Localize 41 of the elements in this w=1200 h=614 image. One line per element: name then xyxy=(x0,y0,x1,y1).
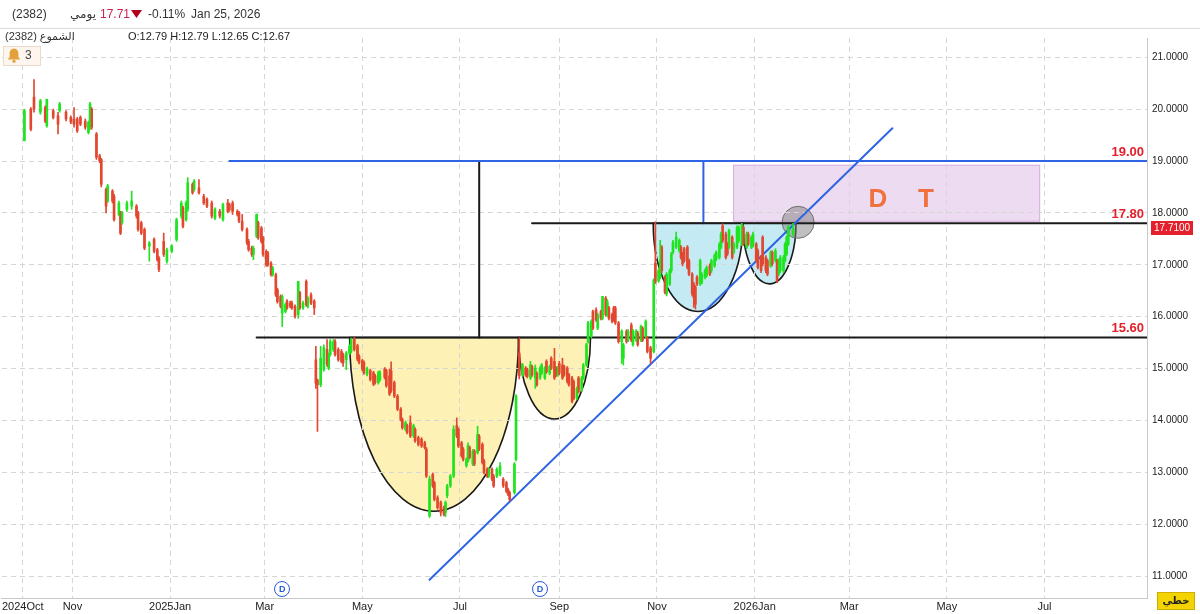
x-tick-label: Mar xyxy=(255,599,275,612)
x-tick-label: 2024Oct xyxy=(1,599,44,612)
chart-title: (2382) xyxy=(12,7,47,21)
y-tick-label: 16.0000 xyxy=(1152,310,1189,322)
y-tick-label: 21.0000 xyxy=(1152,50,1189,62)
chart-subtitle: يومي xyxy=(70,7,96,21)
annotation: D xyxy=(278,584,286,594)
annotation: (2382) الشموع xyxy=(5,30,75,43)
x-tick-label: Nov xyxy=(647,599,668,612)
text: -0.11% xyxy=(148,7,186,21)
x-tick-label: May xyxy=(936,599,958,612)
annotation: O:12.79 H:12.79 L:12.65 C:12.67 xyxy=(128,30,291,42)
x-tick-label: Jul xyxy=(452,599,468,612)
text: 17.71 xyxy=(100,7,131,21)
x-tick-label: Mar xyxy=(839,599,859,612)
x-tick-label: Nov xyxy=(62,599,83,612)
y-tick-label: 20.0000 xyxy=(1152,102,1189,114)
y-tick-label: 12.0000 xyxy=(1152,518,1189,530)
y-tick-label: 18.0000 xyxy=(1152,206,1189,218)
annotation: D xyxy=(536,584,544,594)
y-tick-label: 17.0000 xyxy=(1152,258,1189,270)
series-label: 19.00 xyxy=(1111,144,1144,159)
scale-button: خطي xyxy=(1157,592,1195,610)
x-tick-label: Sep xyxy=(549,599,570,612)
y-tick-label: 19.0000 xyxy=(1152,154,1189,166)
x-tick-label: May xyxy=(351,599,374,612)
annotation: D xyxy=(868,182,888,214)
annotation: T xyxy=(918,182,934,214)
x-tick-label: 2025Jan xyxy=(149,599,192,612)
y-tick-label: 14.0000 xyxy=(1152,414,1189,426)
y-tick-label: 11.0000 xyxy=(1152,569,1188,581)
x-tick-label: Jul xyxy=(1037,599,1052,612)
y-tick-label: 13.0000 xyxy=(1152,466,1189,478)
series-label: 17.80 xyxy=(1111,206,1144,222)
series-label: 15.60 xyxy=(1111,320,1144,336)
x-tick-label: 2026Jan xyxy=(733,599,776,612)
text: 17.7100 xyxy=(1151,221,1194,235)
annotation: 3 xyxy=(25,48,32,62)
alert-button: 3 xyxy=(3,46,41,66)
text: Jan 25, 2026 xyxy=(191,7,261,21)
y-tick-label: 15.0000 xyxy=(1152,362,1189,374)
